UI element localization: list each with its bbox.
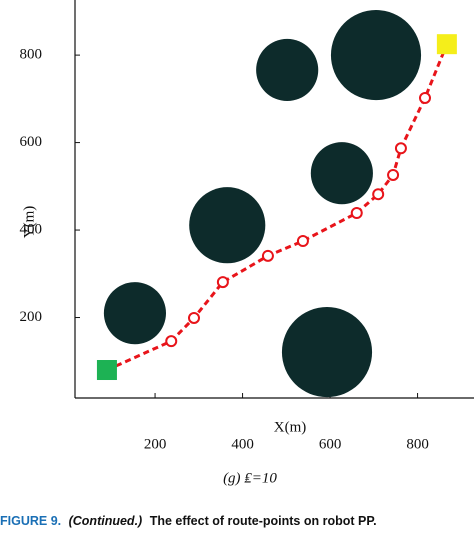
caption-continued: (Continued.) [69, 514, 143, 528]
y-tick-label: 400 [20, 221, 43, 237]
x-axis-label: X(m) [274, 419, 307, 435]
x-tick-label: 600 [319, 436, 342, 452]
route-point [419, 91, 431, 104]
x-tick-label: 400 [231, 436, 254, 452]
goal-marker [436, 34, 457, 55]
route-point [188, 311, 200, 324]
route-point [350, 206, 363, 219]
obstacle [330, 10, 422, 101]
y-tick-label: 800 [20, 47, 43, 63]
obstacle [256, 38, 319, 102]
route-point [261, 249, 274, 262]
obstacle [189, 187, 266, 264]
start-marker [96, 360, 117, 381]
y-tick-label: 600 [20, 134, 43, 150]
y-tick-label: 200 [20, 309, 43, 325]
y-axis-label: Y(m) [21, 206, 37, 239]
x-tick-label: 200 [144, 436, 167, 452]
caption-label: FIGURE 9. [0, 514, 61, 528]
route-point [216, 276, 229, 289]
route-point [372, 188, 385, 201]
caption-text: The effect of route-points on robot PP. [150, 514, 377, 528]
obstacle [103, 282, 166, 345]
obstacle [281, 307, 373, 398]
route-point [387, 168, 400, 181]
route-point [296, 234, 309, 247]
route-point [165, 335, 178, 348]
route-point [394, 142, 407, 155]
figure-caption: FIGURE 9. (Continued.) The effect of rou… [0, 514, 377, 528]
x-tick-label: 800 [406, 436, 429, 452]
subtitle: (g) ₤=10 [223, 470, 277, 486]
obstacle [310, 142, 373, 205]
